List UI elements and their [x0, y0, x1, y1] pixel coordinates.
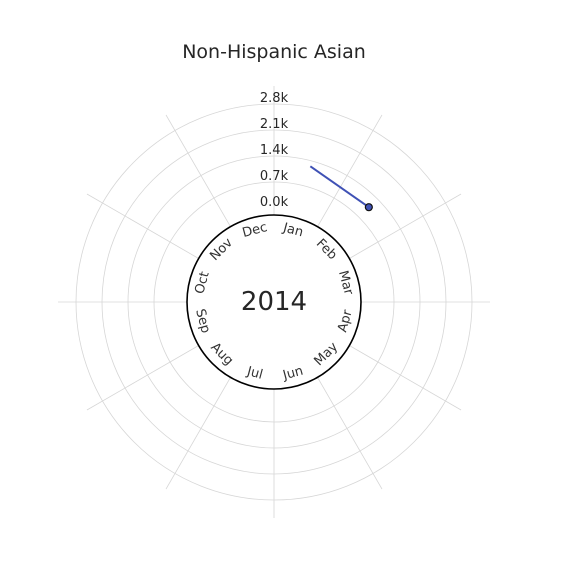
chart-title: Non-Hispanic Asian: [182, 41, 366, 63]
grid-spoke: [165, 377, 231, 490]
grid-spoke: [165, 114, 231, 227]
month-label-jul: Jul: [244, 364, 264, 383]
series-line: [309, 165, 370, 208]
month-label-oct: Oct: [192, 270, 212, 296]
month-label-jun: Jun: [280, 364, 304, 384]
r-tick-label: 2.8k: [260, 91, 289, 106]
grid-spoke: [317, 114, 383, 227]
r-tick-label: 2.1k: [260, 117, 289, 132]
month-label-apr: Apr: [335, 308, 355, 334]
r-tick-label: 0.7k: [260, 169, 289, 184]
month-label-sep: Sep: [192, 307, 213, 335]
grid-spoke: [349, 345, 462, 411]
series-point-marker: [364, 203, 373, 212]
center-year-label: 2014: [241, 287, 307, 317]
r-tick-label: 0.0k: [260, 195, 289, 210]
month-label-dec: Dec: [241, 220, 269, 241]
month-label-jan: Jan: [281, 220, 305, 240]
month-label-nov: Nov: [207, 235, 236, 264]
r-tick-label: 1.4k: [260, 143, 289, 158]
month-label-may: May: [312, 339, 342, 369]
grid-spoke: [349, 193, 462, 259]
inner-circle: [186, 214, 362, 390]
series-layer: [309, 165, 373, 212]
grid-spoke: [86, 193, 199, 259]
month-label-mar: Mar: [335, 269, 356, 297]
radial-tick-labels: 0.0k 0.7k 1.4k 2.1k 2.8k: [260, 91, 289, 210]
month-label-aug: Aug: [207, 340, 236, 369]
grid-spoke: [317, 377, 383, 490]
grid-spoke: [86, 345, 199, 411]
grid-spokes: [58, 86, 490, 518]
